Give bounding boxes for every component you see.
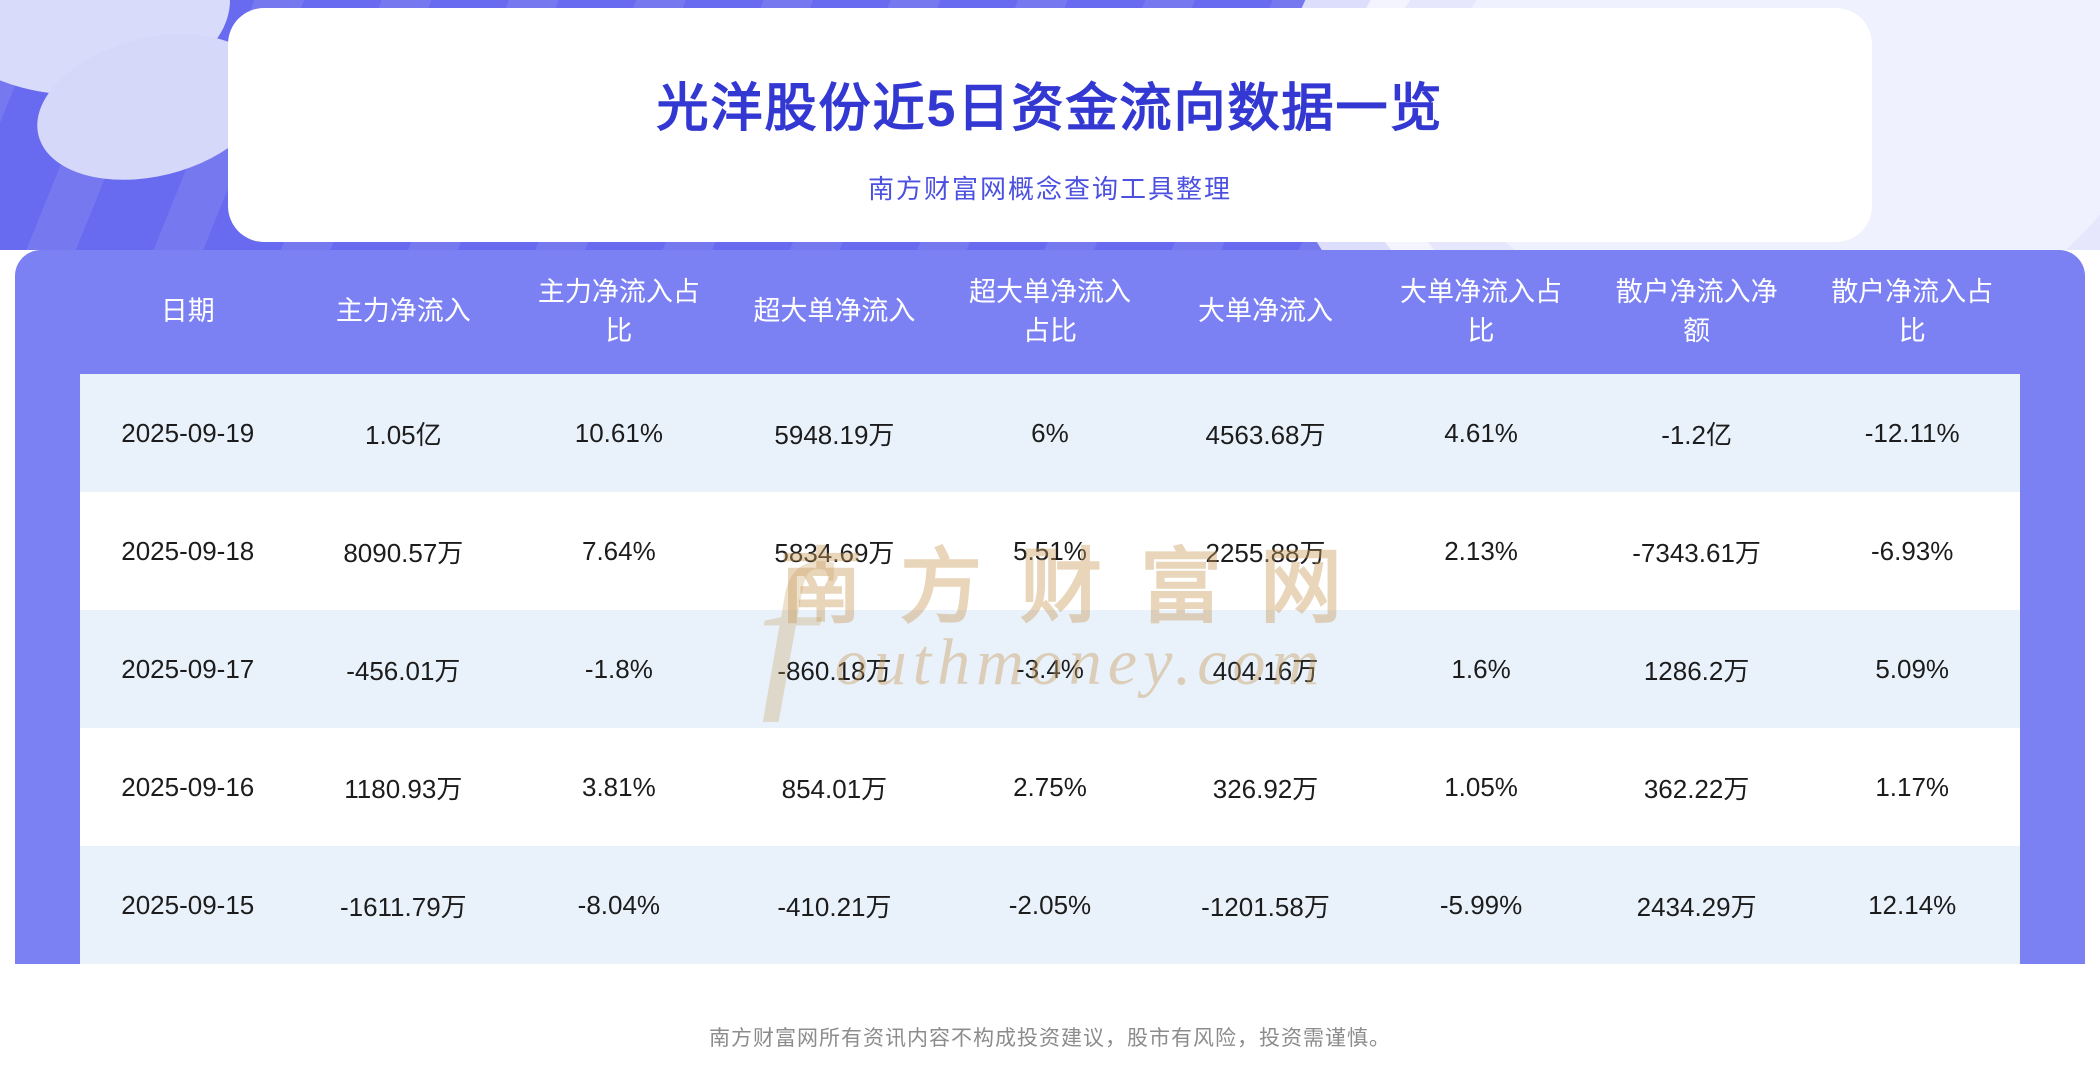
header-row: 日期 主力净流入 主力净流入占比 超大单净流入 超大单净流入占比 大单净流入 大…	[80, 250, 2020, 374]
value-cell: 326.92万	[1212, 773, 1319, 804]
value-cell: -860.18万	[777, 655, 892, 686]
value-cell: 1.17%	[1875, 771, 1950, 802]
value-cell: 5.51%	[1013, 535, 1087, 566]
table-row: 2025-09-19 1.05亿 10.61% 5948.19万 6% 4563…	[80, 374, 2020, 492]
value-cell: 1286.2万	[1643, 655, 1750, 686]
value-cell: -1.2亿	[1661, 419, 1732, 450]
value-cell: 5948.19万	[774, 419, 895, 450]
value-cell: 2255.88万	[1205, 537, 1326, 568]
value-cell: 404.16万	[1212, 655, 1319, 686]
value-cell: -2.05%	[1008, 889, 1092, 920]
value-cell: 3.81%	[582, 771, 656, 802]
value-cell: 2434.29万	[1636, 891, 1757, 922]
value-cell: 5.09%	[1875, 653, 1950, 684]
date-cell: 2025-09-17	[121, 653, 255, 684]
value-cell: 2.75%	[1013, 771, 1087, 802]
value-cell: -6.93%	[1870, 535, 1954, 566]
value-cell: -410.21万	[777, 891, 892, 922]
page-subtitle: 南方财富网概念查询工具整理	[867, 174, 1232, 204]
table-row: 2025-09-17 -456.01万 -1.8% -860.18万 -3.4%…	[80, 610, 2020, 728]
table-row: 2025-09-18 8090.57万 7.64% 5834.69万 5.51%…	[80, 492, 2020, 610]
value-cell: 1.05亿	[365, 419, 442, 450]
value-cell: 8090.57万	[343, 537, 464, 568]
value-cell: 10.61%	[574, 417, 663, 448]
footer-disclaimer: 南方财富网所有资讯内容不构成投资建议，股市有风险，投资需谨慎。	[709, 1027, 1391, 1050]
value-cell: -12.11%	[1864, 417, 1960, 448]
date-cell: 2025-09-16	[121, 771, 255, 802]
value-cell: 1180.93万	[344, 773, 463, 804]
date-cell: 2025-09-18	[121, 535, 255, 566]
value-cell: 4.61%	[1444, 417, 1518, 448]
table-row: 2025-09-15 -1611.79万 -8.04% -410.21万 -2.…	[80, 846, 2020, 964]
value-cell: -3.4%	[1016, 653, 1084, 684]
value-cell: 362.22万	[1643, 773, 1750, 804]
column-header-retail-inflow-pct: 散户净流入占比	[1831, 276, 1994, 346]
page-title: 光洋股份近5日资金流向数据一览	[656, 80, 1444, 138]
column-header-date: 日期	[160, 296, 215, 327]
value-cell: -1611.79万	[339, 891, 467, 922]
table-header: 日期 主力净流入 主力净流入占比 超大单净流入 超大单净流入占比 大单净流入 大…	[80, 250, 2020, 374]
date-cell: 2025-09-19	[121, 417, 255, 448]
value-cell: -7343.61万	[1632, 537, 1761, 568]
value-cell: 7.64%	[582, 535, 656, 566]
value-cell: -1201.58万	[1201, 891, 1330, 922]
value-cell: -1.8%	[584, 653, 653, 684]
value-cell: 854.01万	[781, 773, 888, 804]
column-header-main-inflow: 主力净流入	[335, 296, 471, 327]
value-cell: -8.04%	[577, 889, 661, 920]
value-cell: 1.05%	[1444, 771, 1518, 802]
value-cell: 1.6%	[1451, 653, 1511, 684]
column-header-retail-inflow: 散户净流入净额	[1615, 276, 1778, 346]
value-cell: 4563.68万	[1205, 419, 1326, 450]
column-header-xl-order-inflow-pct: 超大单净流入占比	[968, 276, 1131, 346]
date-cell: 2025-09-15	[121, 889, 255, 920]
column-header-large-order-inflow-pct: 大单净流入占比	[1400, 276, 1563, 346]
value-cell: 6%	[1031, 417, 1069, 448]
column-header-large-order-inflow: 大单净流入	[1198, 296, 1333, 327]
value-cell: 5834.69万	[774, 537, 895, 568]
table-body: 2025-09-19 1.05亿 10.61% 5948.19万 6% 4563…	[80, 374, 2020, 964]
value-cell: 12.14%	[1868, 889, 1957, 920]
value-cell: -456.01万	[346, 655, 461, 686]
column-header-xl-order-inflow: 超大单净流入	[753, 296, 916, 327]
column-header-main-inflow-pct: 主力净流入占比	[537, 276, 700, 346]
title-card: 光洋股份近5日资金流向数据一览 南方财富网概念查询工具整理	[228, 8, 1872, 242]
value-cell: 2.13%	[1444, 535, 1518, 566]
table-row: 2025-09-16 1180.93万 3.81% 854.01万 2.75% …	[80, 728, 2020, 846]
fund-flow-table: 日期 主力净流入 主力净流入占比 超大单净流入 超大单净流入占比 大单净流入 大…	[80, 250, 2020, 964]
fund-flow-table-container: 日期 主力净流入 主力净流入占比 超大单净流入 超大单净流入占比 大单净流入 大…	[15, 250, 2085, 964]
value-cell: -5.99%	[1439, 889, 1523, 920]
